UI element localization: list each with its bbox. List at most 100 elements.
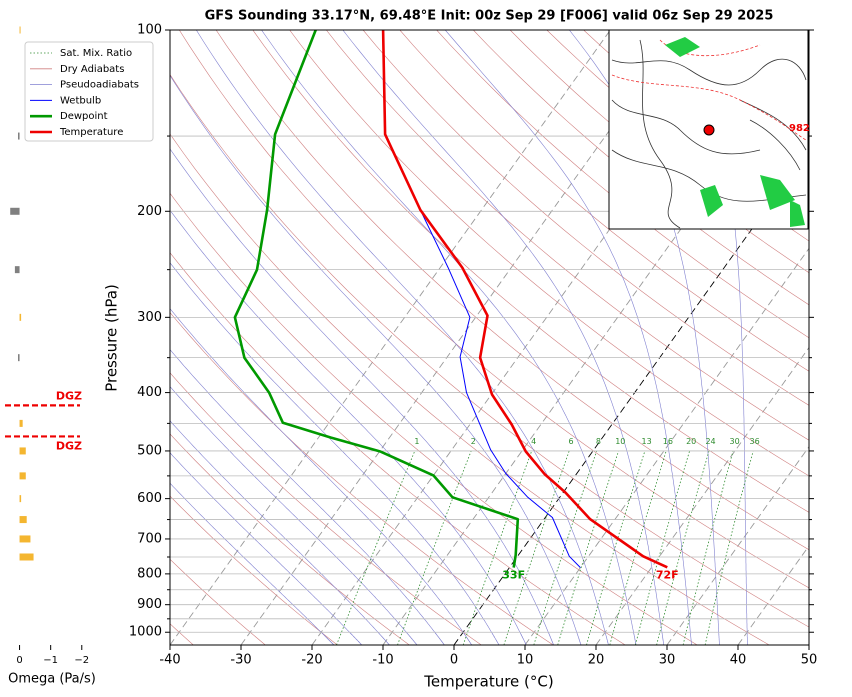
y-axis-label: Pressure (hPa) <box>103 284 121 392</box>
mixing-ratio-label: 1 <box>414 437 419 446</box>
omega-bar <box>10 207 20 215</box>
dgz-label: DGZ <box>56 389 82 402</box>
legend-label: Wetbulb <box>60 95 101 106</box>
omega-bar <box>19 26 21 34</box>
dry-adiabat <box>170 252 626 645</box>
y-tick-label: 500 <box>137 443 162 458</box>
omega-bar <box>14 266 20 274</box>
x-axis-label: Temperature (°C) <box>423 673 553 691</box>
legend-label: Dewpoint <box>60 111 108 122</box>
dry-adiabat <box>170 433 410 645</box>
omega-bar <box>19 535 31 543</box>
x-tick-label: 30 <box>659 653 676 668</box>
chart-title: GFS Sounding 33.17°N, 69.48°E Init: 00z … <box>205 9 774 24</box>
inset-location <box>703 124 715 136</box>
pseudoadiabat <box>170 148 554 645</box>
series-line <box>384 134 581 568</box>
isotherm <box>666 445 809 645</box>
dry-adiabat <box>473 30 809 306</box>
mixing-ratio-line <box>397 450 472 645</box>
dry-adiabat <box>170 495 338 645</box>
omega-bar <box>18 354 20 362</box>
omega-bar <box>19 516 27 524</box>
mixing-ratio-label: 13 <box>642 437 652 446</box>
y-tick-label: 900 <box>137 597 162 612</box>
omega-axis-label: Omega (Pa/s) <box>8 672 96 687</box>
pseudoadiabat <box>170 209 527 645</box>
isotherm <box>453 148 809 645</box>
dry-adiabat <box>170 133 770 645</box>
mixing-ratio-label: 2 <box>471 437 476 446</box>
inset-contours-red <box>611 39 807 141</box>
dgz-label: DGZ <box>56 439 82 452</box>
omega-bar <box>19 313 22 321</box>
mixing-ratio-line <box>609 450 667 645</box>
mixing-ratio-label: 36 <box>749 437 759 446</box>
background-lines <box>170 30 809 645</box>
pseudoadiabat <box>170 386 418 645</box>
dry-adiabat <box>170 372 482 645</box>
omega-bar <box>19 447 26 455</box>
isotherm <box>170 30 611 645</box>
legend-label: Sat. Mix. Ratio <box>60 48 132 59</box>
mixing-ratio-line <box>586 450 646 645</box>
pseudoadiabat <box>170 420 390 645</box>
pseudoadiabat <box>170 74 582 645</box>
mixing-ratio-label: 30 <box>730 437 740 446</box>
omega-bar <box>18 132 20 140</box>
pseudoadiabat <box>569 30 720 645</box>
dry-adiabat <box>326 30 809 441</box>
isotherm <box>595 346 809 645</box>
pseudoadiabat <box>170 308 473 645</box>
y-tick-label: 800 <box>137 566 162 581</box>
y-tick-label: 300 <box>137 310 162 325</box>
x-tick-label: -20 <box>301 653 322 668</box>
dry-adiabat <box>289 30 809 477</box>
omega-bar <box>19 419 23 427</box>
mixing-ratio-label: 20 <box>686 437 696 446</box>
mixing-ratio-label: 16 <box>663 437 673 446</box>
omega-bar <box>19 553 34 561</box>
omega-tick-label: 0 <box>16 655 22 666</box>
y-tick-label: 400 <box>137 385 162 400</box>
pseudoadiabat <box>690 30 748 645</box>
mixing-ratio-label: 24 <box>705 437 715 446</box>
omega-bar <box>19 472 26 480</box>
y-tick-label: 100 <box>137 23 162 38</box>
x-tick-label: 20 <box>588 653 605 668</box>
dry-adiabat <box>362 30 809 406</box>
mixing-ratio-label: 6 <box>568 437 573 446</box>
mixing-ratio-line <box>462 450 533 645</box>
surface-label: 33F <box>502 569 525 582</box>
series-line <box>381 29 668 569</box>
x-tick-label: -40 <box>159 653 180 668</box>
mixing-ratio-line <box>533 450 598 645</box>
inset-map: 982 <box>608 29 810 230</box>
x-tick-label: 40 <box>730 653 747 668</box>
dry-adiabat <box>179 30 809 589</box>
legend-label: Dry Adiabats <box>60 64 124 75</box>
x-tick-label: 50 <box>801 653 818 668</box>
dry-adiabat <box>170 192 698 645</box>
y-tick-label: 700 <box>137 531 162 546</box>
inset-contours <box>611 39 807 229</box>
pseudoadiabat <box>170 262 500 645</box>
dry-adiabat <box>399 30 809 372</box>
isotherm <box>240 30 682 645</box>
pseudoadiabat <box>342 30 665 645</box>
x-tick-label: -10 <box>372 653 393 668</box>
plot-frame <box>169 29 810 646</box>
legend-label: Temperature <box>59 127 123 138</box>
pseudoadiabat <box>196 30 609 645</box>
x-tick-label: 10 <box>517 653 534 668</box>
dry-adiabat <box>170 312 554 645</box>
omega-tick-label: −1 <box>43 655 58 666</box>
mixing-ratio-line <box>557 450 619 645</box>
legend-label: Pseudoadiabats <box>60 80 139 91</box>
pseudoadiabat <box>170 452 363 645</box>
dry-adiabat <box>170 73 809 628</box>
legend-frame <box>24 41 154 142</box>
pseudoadiabat <box>444 30 692 645</box>
pseudoadiabat <box>261 30 637 645</box>
